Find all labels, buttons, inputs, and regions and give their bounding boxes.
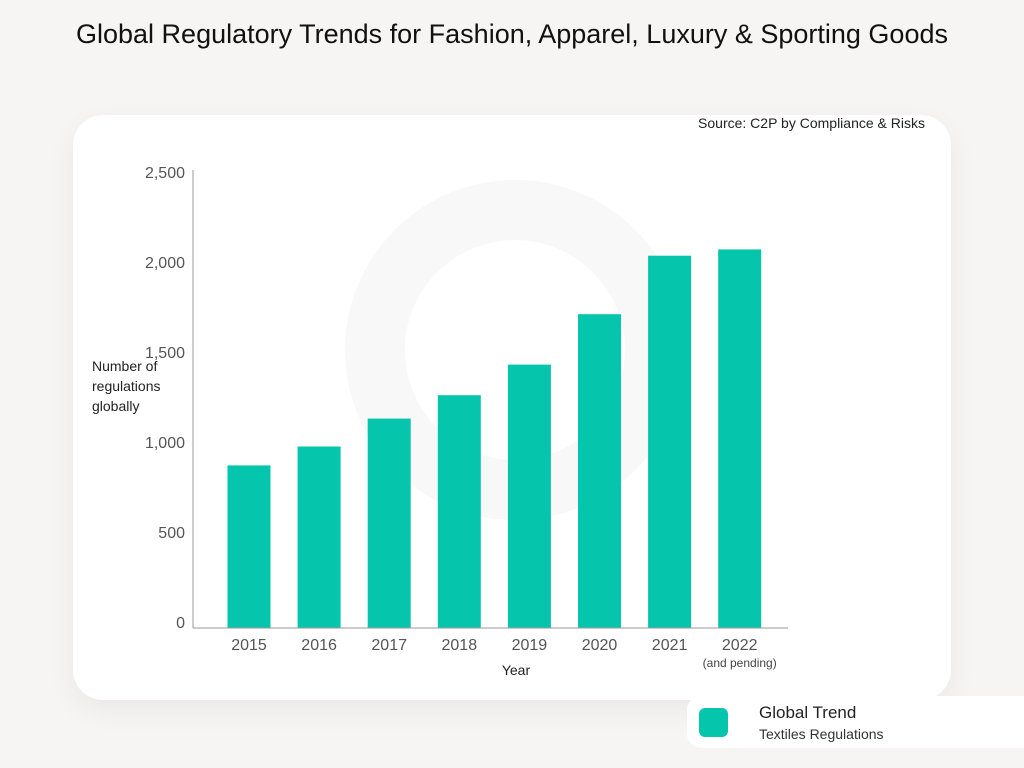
x-axis-label: Year: [501, 662, 531, 678]
y-tick-label: 0: [176, 615, 185, 632]
bar-2019: [507, 364, 551, 628]
y-tick-label: 500: [158, 525, 185, 542]
chart-title: Global Regulatory Trends for Fashion, Ap…: [76, 19, 948, 49]
x-tick-label: 2017: [371, 637, 407, 654]
x-tick-label: 2021: [652, 637, 688, 654]
x-tick-sublabel: (and pending): [703, 656, 777, 670]
x-tick-label: 2016: [301, 637, 337, 654]
bar-2018: [437, 395, 481, 628]
bar-2017: [367, 418, 411, 628]
bar-2020: [578, 314, 621, 628]
bar-2021: [648, 255, 692, 628]
legend-swatch: [699, 708, 728, 737]
x-tick-label: 2019: [512, 637, 548, 654]
y-tick-label: 1,000: [145, 435, 185, 452]
legend: Global Trend Textiles Regulations: [687, 696, 1024, 748]
x-tick-label: 2022: [722, 637, 758, 654]
bar-2022: [718, 249, 762, 628]
y-tick-label: 2,000: [145, 255, 185, 272]
legend-title: Global Trend: [759, 703, 857, 722]
bar-2016: [297, 446, 341, 628]
x-tick-label: 2015: [231, 637, 267, 654]
source-note: Source: C2P by Compliance & Risks: [698, 115, 925, 131]
legend-entry: Textiles Regulations: [759, 726, 884, 742]
bar-2015: [227, 465, 271, 628]
x-tick-label: 2020: [582, 637, 618, 654]
y-tick-label: 1,500: [145, 345, 185, 362]
y-axis-label: Number of regulations globally: [92, 358, 161, 414]
y-tick-label: 2,500: [145, 165, 185, 182]
x-tick-label: 2018: [442, 637, 478, 654]
